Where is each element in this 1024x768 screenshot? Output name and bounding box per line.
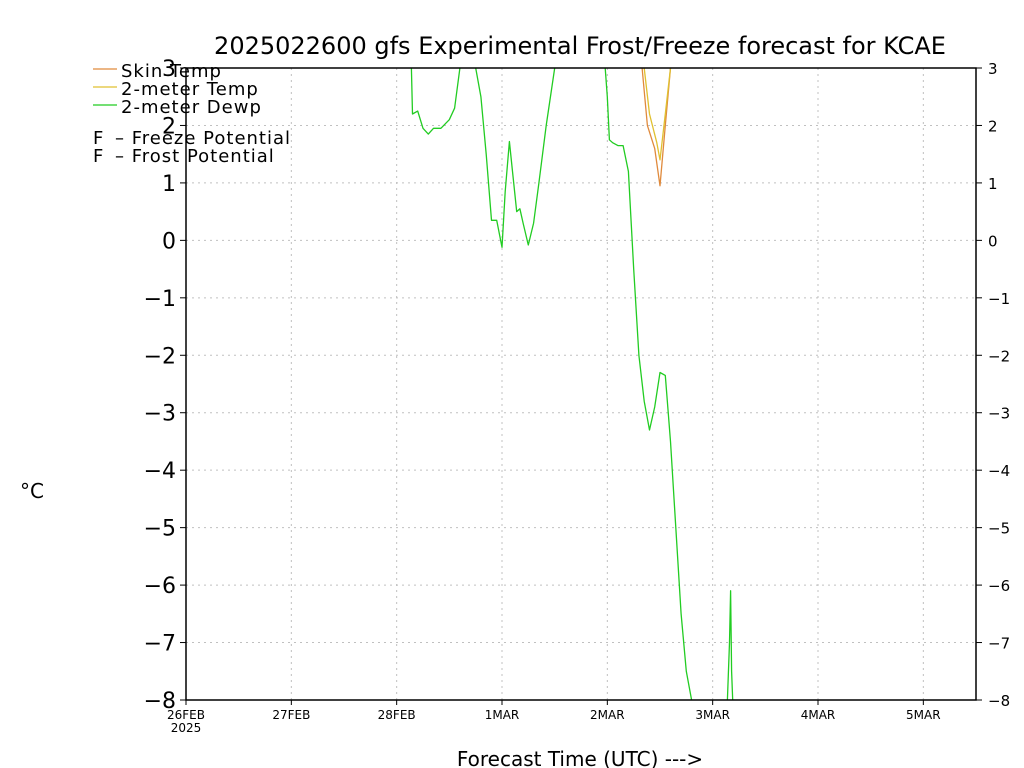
y-tick-label-right: −3 bbox=[988, 405, 1010, 423]
y-tick-label-right: −5 bbox=[988, 520, 1010, 538]
y-tick-label-left: 1 bbox=[162, 172, 176, 197]
x-tick-label: 28FEB bbox=[378, 708, 416, 722]
y-axis-title: °C bbox=[20, 479, 44, 503]
y-tick-label-right: 1 bbox=[988, 175, 998, 193]
y-tick-label-right: −2 bbox=[988, 347, 1010, 365]
y-tick-label-left: −3 bbox=[144, 402, 176, 427]
x-tick-label: 5MAR bbox=[906, 708, 941, 722]
series-line-2-meter-dewp bbox=[410, 68, 461, 135]
y-tick-label-left: −1 bbox=[144, 287, 176, 312]
series-layer bbox=[410, 68, 734, 700]
x-tick-label: 3MAR bbox=[695, 708, 730, 722]
y-tick-label-left: 0 bbox=[162, 229, 176, 254]
series-line-2-meter-dewp bbox=[475, 68, 556, 248]
y-tick-label-left: −6 bbox=[144, 574, 176, 599]
y-tick-label-right: −6 bbox=[988, 577, 1010, 595]
plot-frame bbox=[185, 67, 977, 701]
x-year-label: 2025 bbox=[171, 721, 202, 735]
chart-title: 2025022600 gfs Experimental Frost/Freeze… bbox=[214, 32, 946, 60]
x-tick-label: 27FEB bbox=[272, 708, 310, 722]
y-tick-label-right: −4 bbox=[988, 462, 1010, 480]
x-tick-label: 26FEB bbox=[167, 708, 205, 722]
y-tick-label-left: −7 bbox=[144, 632, 176, 657]
y-axis: −8 −8 −7 −7 −6 −6 −5 −5 −4 −4 −3 −3 −2 −2 −1 −1 0 0 1 1 2 2 3 3 bbox=[144, 57, 1011, 714]
series-line-skin-temp bbox=[641, 68, 672, 187]
legend-marker: F bbox=[93, 128, 104, 149]
legend-label: – Frost Potential bbox=[115, 146, 275, 167]
x-tick-label: 1MAR bbox=[485, 708, 520, 722]
y-tick-label-right: 2 bbox=[988, 117, 998, 135]
series-line-2-meter-dewp bbox=[726, 590, 734, 700]
series-line-2-meter-dewp bbox=[604, 68, 693, 700]
y-tick-label-right: −8 bbox=[988, 692, 1010, 710]
legend-marker: F bbox=[93, 146, 104, 167]
x-axis: 26FEB 27FEB 28FEB 1MAR 2MAR 3MAR 4MAR 5MAR bbox=[167, 700, 941, 722]
y-tick-label-right: 3 bbox=[988, 60, 998, 78]
y-tick-label-left: −4 bbox=[144, 459, 176, 484]
x-tick-label: 2MAR bbox=[590, 708, 625, 722]
y-tick-label-left: −2 bbox=[144, 344, 176, 369]
grid bbox=[186, 68, 976, 700]
y-tick-label-right: −1 bbox=[988, 290, 1010, 308]
y-tick-label-right: 0 bbox=[988, 232, 998, 250]
legend-label: 2-meter Dewp bbox=[121, 97, 262, 118]
y-tick-label-right: −7 bbox=[988, 635, 1010, 653]
y-tick-label-left: −8 bbox=[144, 689, 176, 714]
legend-label: – Freeze Potential bbox=[115, 128, 291, 149]
x-axis-title: Forecast Time (UTC) ---> bbox=[457, 747, 703, 768]
y-tick-label-left: 2 bbox=[162, 114, 176, 139]
legend-label: Skin Temp bbox=[121, 61, 222, 82]
x-tick-label: 4MAR bbox=[801, 708, 836, 722]
y-tick-label-left: −5 bbox=[144, 517, 176, 542]
legend-label: 2-meter Temp bbox=[121, 79, 259, 100]
series-line-2-meter-temp bbox=[643, 68, 672, 161]
y-tick-label-left: 3 bbox=[162, 57, 176, 82]
